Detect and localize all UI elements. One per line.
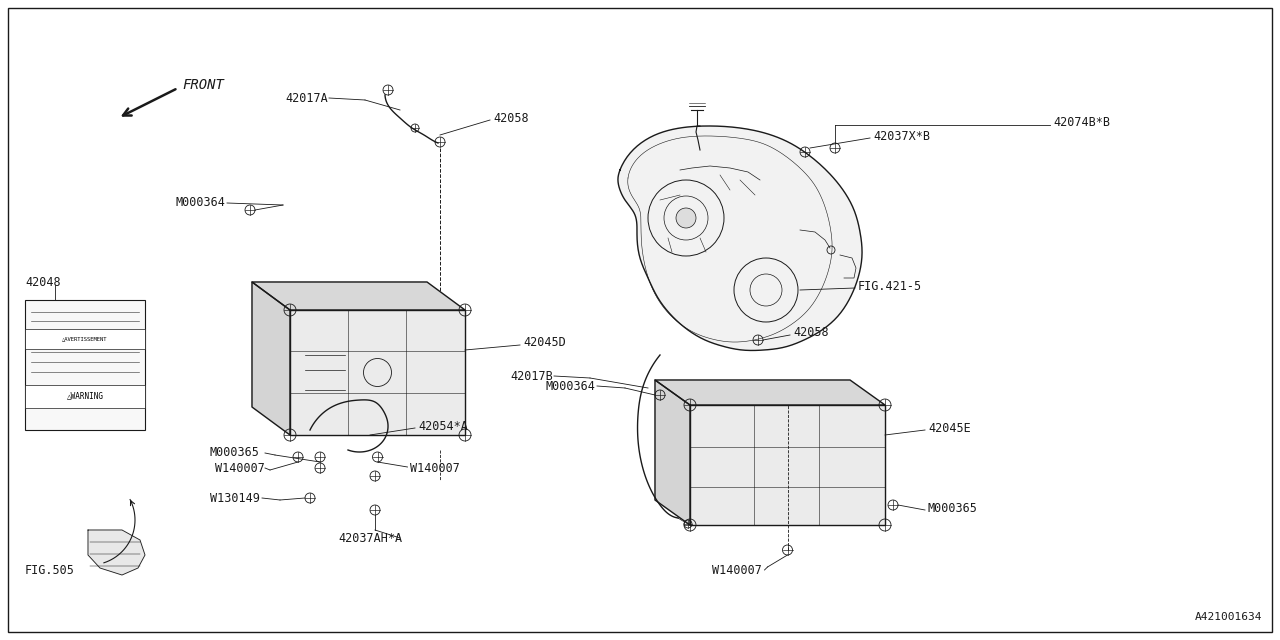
- Text: 42074B*B: 42074B*B: [1053, 116, 1110, 129]
- Text: W130149: W130149: [210, 492, 260, 504]
- Text: FRONT: FRONT: [182, 78, 224, 92]
- Text: 42048: 42048: [26, 275, 60, 289]
- Polygon shape: [252, 282, 291, 435]
- Text: 42017B: 42017B: [509, 369, 553, 383]
- Text: △AVERTISSEMENT: △AVERTISSEMENT: [63, 337, 108, 342]
- Text: 42037X*B: 42037X*B: [873, 129, 931, 143]
- Polygon shape: [291, 310, 465, 435]
- Text: M000365: M000365: [210, 447, 260, 460]
- Circle shape: [676, 208, 696, 228]
- Text: 42058: 42058: [794, 326, 828, 339]
- Text: 42037AH*A: 42037AH*A: [338, 531, 402, 545]
- Text: 42017A: 42017A: [285, 92, 328, 104]
- Bar: [26, 385, 145, 408]
- Polygon shape: [88, 530, 145, 575]
- Polygon shape: [655, 380, 884, 405]
- Text: FIG.421-5: FIG.421-5: [858, 280, 922, 292]
- Text: △WARNING: △WARNING: [67, 392, 104, 401]
- Text: W140007: W140007: [713, 563, 763, 577]
- Text: FIG.505: FIG.505: [26, 563, 74, 577]
- Text: W140007: W140007: [215, 461, 265, 474]
- Bar: [26, 328, 145, 349]
- Text: A421001634: A421001634: [1194, 612, 1262, 622]
- Text: 42045D: 42045D: [524, 337, 566, 349]
- Polygon shape: [252, 282, 465, 310]
- Text: M000364: M000364: [175, 196, 225, 209]
- Text: M000364: M000364: [545, 380, 595, 392]
- Text: 42054*A: 42054*A: [419, 419, 468, 433]
- Text: 42045E: 42045E: [928, 422, 970, 435]
- Bar: [26, 300, 145, 430]
- Polygon shape: [655, 380, 690, 525]
- Polygon shape: [618, 126, 861, 351]
- Text: M000365: M000365: [928, 502, 978, 515]
- Polygon shape: [690, 405, 884, 525]
- Text: W140007: W140007: [411, 461, 461, 474]
- Text: 42058: 42058: [493, 111, 529, 125]
